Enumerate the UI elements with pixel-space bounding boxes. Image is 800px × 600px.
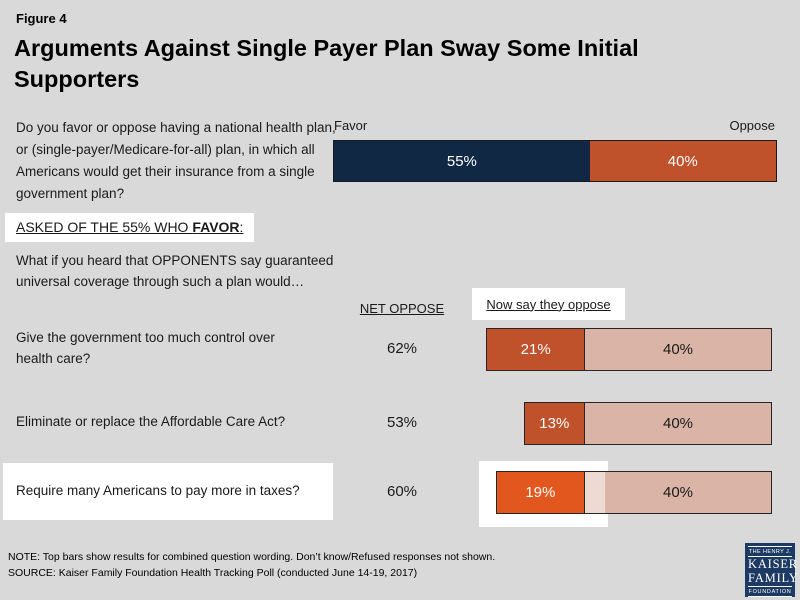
bar-segment-now-oppose: 13% (524, 403, 585, 444)
favor-axis-label: Favor (334, 118, 368, 133)
bar-segment-initial-oppose: 40% (585, 403, 771, 444)
initial-oppose-value-label: 40% (662, 484, 694, 501)
net-oppose-value: 53% (386, 414, 418, 431)
argument-stacked-bar: 21% 40% (486, 328, 772, 371)
now-say-oppose-column-header: Now say they oppose (472, 288, 625, 320)
page-title: Arguments Against Single Payer Plan Sway… (14, 35, 639, 93)
argument-label-box: Eliminate or replace the Affordable Care… (3, 394, 333, 451)
argument-label-box: Give the government too much control ove… (3, 320, 333, 377)
source-text: SOURCE: Kaiser Family Foundation Health … (8, 567, 418, 579)
favor-value-label: 55% (446, 152, 477, 170)
initial-oppose-value-label: 40% (662, 341, 694, 358)
asked-of-favor-text: ASKED OF THE 55% WHO FAVOR: (16, 219, 244, 235)
asked-of-favor-callout: ASKED OF THE 55% WHO FAVOR: (5, 213, 255, 242)
oppose-value-label: 40% (667, 152, 698, 170)
argument-label: Require many Americans to pay more in ta… (16, 483, 300, 499)
oppose-axis-label: Oppose (729, 118, 775, 133)
bar-segment-now-oppose: 21% (487, 329, 585, 370)
initial-oppose-value-label: 40% (662, 415, 694, 432)
kff-logo-foundation: FOUNDATION (748, 586, 792, 597)
now-oppose-value-label: 19% (525, 484, 556, 501)
now-oppose-value-label: 13% (539, 415, 570, 432)
favor-oppose-stacked-bar: 55% 40% (333, 140, 777, 182)
bar-segment-now-oppose: 19% (496, 472, 585, 513)
oppose-bar-segment: 40% (589, 141, 776, 181)
now-oppose-value-label: 21% (520, 341, 551, 358)
kff-logo: THE HENRY J. KAISER FAMILY FOUNDATION (745, 543, 799, 597)
argument-row: Give the government too much control ove… (0, 318, 800, 384)
favor-bar-segment: 55% (334, 141, 590, 181)
argument-row: Eliminate or replace the Affordable Care… (0, 392, 800, 458)
followup-question-text: What if you heard that OPPONENTS say gua… (16, 253, 334, 289)
argument-stacked-bar: 19% 40% (495, 471, 772, 514)
kff-logo-henry-j: THE HENRY J. (748, 546, 792, 557)
argument-label: Give the government too much control ove… (16, 330, 275, 366)
figure-label: Figure 4 (16, 11, 67, 26)
argument-stacked-bar: 13% 40% (523, 402, 772, 445)
net-oppose-value: 60% (386, 483, 418, 500)
argument-label-box: Require many Americans to pay more in ta… (3, 463, 333, 520)
kff-logo-name: KAISER FAMILY (748, 557, 799, 585)
argument-label: Eliminate or replace the Affordable Care… (16, 414, 286, 430)
note-text: NOTE: Top bars show results for combined… (8, 551, 496, 563)
survey-question-text: Do you favor or oppose having a national… (16, 120, 336, 201)
bar-segment-initial-oppose: 40% (585, 329, 771, 370)
argument-row: Require many Americans to pay more in ta… (0, 461, 800, 527)
bar-segment-initial-oppose: 40% (585, 472, 771, 513)
net-oppose-value: 62% (386, 340, 418, 357)
net-oppose-column-header: NET OPPOSE (359, 301, 445, 316)
